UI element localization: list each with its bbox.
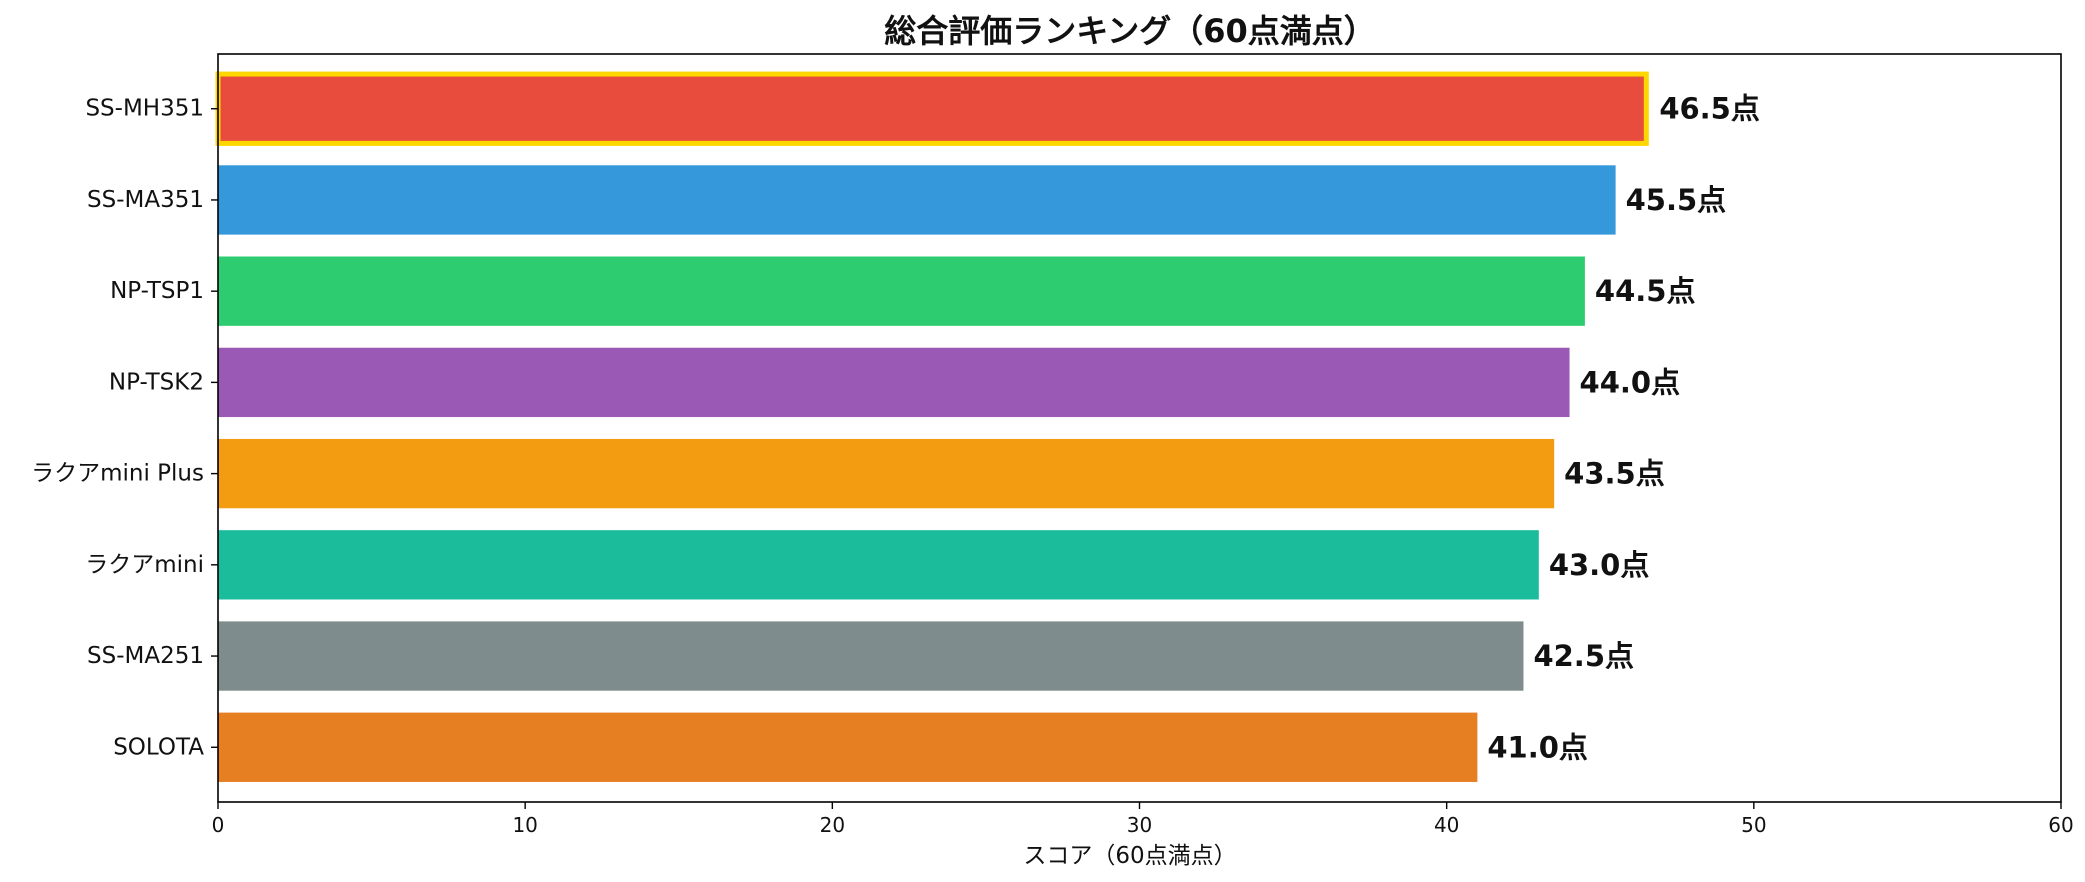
bars-layer bbox=[215, 71, 1649, 782]
bar-1 bbox=[218, 165, 1616, 235]
value-label-2: 44.5点 bbox=[1595, 274, 1696, 308]
bar-5 bbox=[218, 530, 1539, 600]
bar-7 bbox=[218, 712, 1478, 782]
x-axis-label: スコア（60点満点） bbox=[1023, 843, 1236, 869]
value-label-6: 42.5点 bbox=[1533, 639, 1634, 673]
category-label-1: SS-MA351 bbox=[87, 187, 204, 213]
bar-2 bbox=[218, 256, 1585, 326]
x-tick-label-0: 0 bbox=[212, 813, 225, 837]
value-label-7: 41.0点 bbox=[1487, 730, 1588, 764]
x-axis: 0 10 20 30 40 50 60 bbox=[212, 802, 2074, 837]
value-label-3: 44.0点 bbox=[1580, 365, 1681, 399]
category-label-5: ラクアmini bbox=[85, 552, 204, 578]
bar-3 bbox=[218, 347, 1570, 418]
x-tick-label-1: 10 bbox=[512, 813, 537, 837]
x-tick-label-3: 30 bbox=[1127, 813, 1152, 837]
category-label-4: ラクアmini Plus bbox=[31, 461, 204, 487]
value-label-0: 46.5点 bbox=[1659, 92, 1760, 126]
x-tick-label-2: 20 bbox=[820, 813, 845, 837]
category-label-7: SOLOTA bbox=[113, 734, 204, 760]
value-label-5: 43.0点 bbox=[1549, 548, 1650, 582]
bar-6 bbox=[218, 621, 1524, 691]
bar-0 bbox=[215, 71, 1649, 146]
category-label-0: SS-MH351 bbox=[85, 96, 204, 122]
value-label-4: 43.5点 bbox=[1564, 457, 1665, 491]
category-label-2: NP-TSP1 bbox=[110, 278, 204, 304]
value-labels: 46.5点 45.5点 44.5点 44.0点 43.5点 43.0点 42.5点 41.0点 bbox=[1487, 92, 1760, 765]
category-label-6: SS-MA251 bbox=[87, 643, 204, 669]
chart-title: 総合評価ランキング（60点満点） bbox=[884, 12, 1376, 50]
x-tick-label-6: 60 bbox=[2048, 813, 2073, 837]
x-tick-label-5: 50 bbox=[1741, 813, 1766, 837]
value-label-1: 45.5点 bbox=[1626, 183, 1727, 217]
x-tick-label-4: 40 bbox=[1434, 813, 1459, 837]
y-axis: SS-MH351 SS-MA351 NP-TSP1 NP-TSK2 ラクアmini Pl… bbox=[31, 96, 218, 760]
category-label-3: NP-TSK2 bbox=[109, 369, 204, 395]
bar-4 bbox=[218, 438, 1555, 509]
